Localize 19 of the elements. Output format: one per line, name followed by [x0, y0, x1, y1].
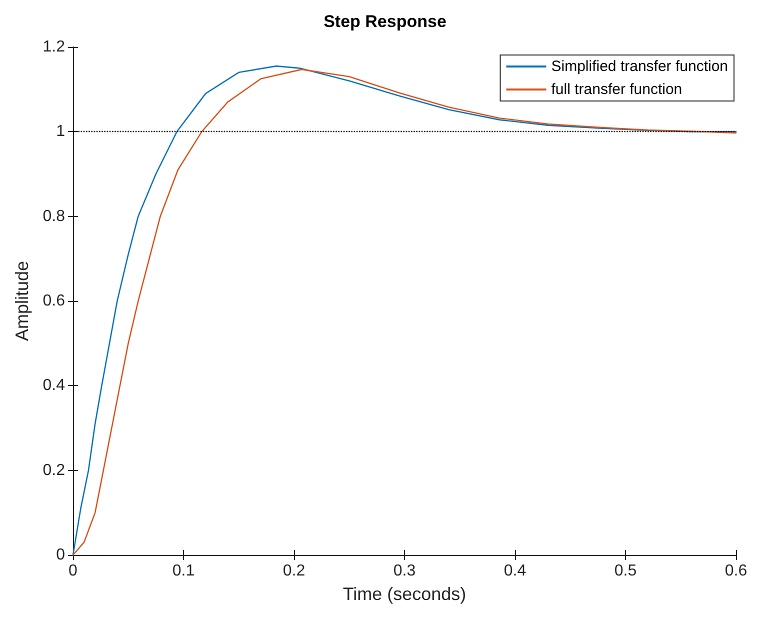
x-tick-label: 0.6: [724, 562, 748, 580]
legend-label: Simplified transfer function: [551, 58, 728, 75]
x-tick-label: 0.1: [172, 562, 195, 580]
x-axis-title: Time (seconds): [342, 584, 466, 604]
y-tick-label: 0: [56, 546, 66, 564]
y-tick-label: 0.2: [42, 462, 66, 479]
x-tick-label: 0: [68, 562, 78, 580]
y-axis-title: Amplitude: [12, 260, 32, 342]
y-tick-label: 0.8: [42, 208, 66, 225]
legend-label: full transfer function: [551, 81, 682, 98]
y-tick-label: 0.6: [42, 292, 66, 310]
y-tick-label: 1: [56, 123, 66, 140]
x-tick-label: 0.3: [393, 562, 416, 580]
y-tick-label: 0.4: [42, 377, 66, 394]
x-tick-label: 0.2: [282, 562, 306, 580]
x-tick-label: 0.4: [504, 562, 526, 580]
y-tick-label: 1.2: [42, 38, 66, 56]
chart-title: Step Response: [324, 12, 446, 31]
x-tick-label: 0.5: [614, 562, 637, 580]
